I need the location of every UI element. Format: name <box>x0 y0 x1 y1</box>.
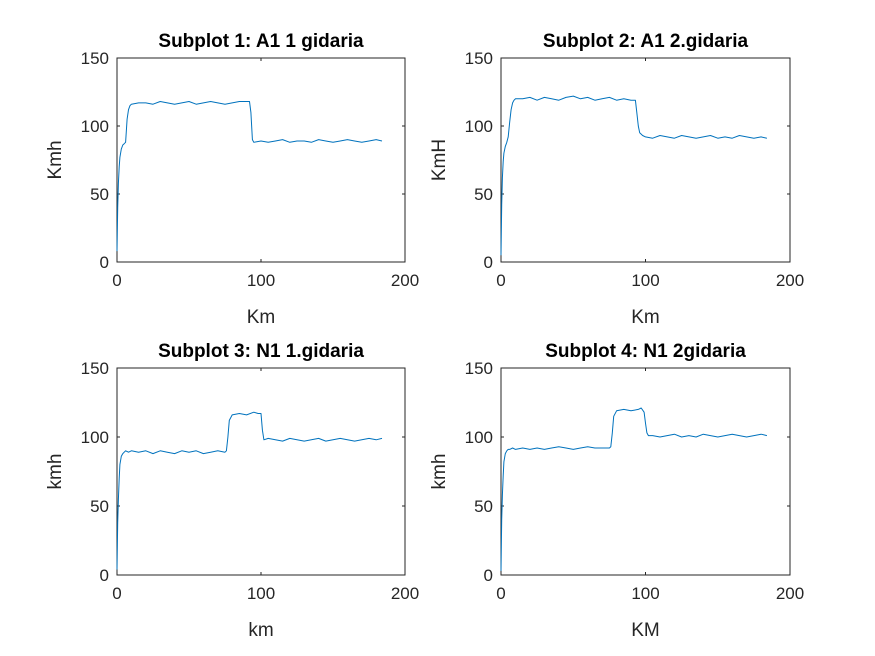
plot-area-1 <box>116 57 406 263</box>
x-tick-label: 100 <box>631 271 659 290</box>
x-tick-label: 100 <box>247 271 275 290</box>
y-tick-label: 100 <box>465 117 493 136</box>
x-tick-label: 0 <box>112 584 121 603</box>
x-tick-label: 100 <box>631 584 659 603</box>
y-tick-label: 0 <box>484 566 493 585</box>
y-tick-label: 0 <box>100 566 109 585</box>
subplot-title: Subplot 2: A1 2.gidaria <box>543 31 749 52</box>
y-tick-label: 50 <box>90 185 109 204</box>
y-tick-label: 50 <box>90 497 109 516</box>
series-line <box>500 95 768 256</box>
subplot-title: Subplot 3: N1 1.gidaria <box>158 341 364 362</box>
y-tick-label: 150 <box>81 49 109 68</box>
y-tick-label: 100 <box>81 117 109 136</box>
x-tick-label: 200 <box>391 584 419 603</box>
subplot-4: 0 100 200 0 50 100 150 Subplot 4: N1 2gidaria KM… <box>429 341 804 641</box>
x-axis-label: Km <box>247 307 276 328</box>
x-tick-label: 200 <box>776 584 804 603</box>
y-tick-label: 150 <box>465 359 493 378</box>
y-axis-label: Kmh <box>45 140 66 179</box>
plot-area-4 <box>500 367 791 576</box>
y-tick-label: 150 <box>465 49 493 68</box>
x-tick-label: 100 <box>247 584 275 603</box>
subplot-2: 0 100 200 0 50 100 150 Subplot 2: A1 2.gidaria K… <box>429 31 804 328</box>
y-tick-label: 0 <box>100 253 109 272</box>
y-tick-label: 100 <box>465 428 493 447</box>
y-tick-label: 100 <box>81 428 109 447</box>
series-line <box>116 101 383 252</box>
y-axis-label: KmH <box>429 139 450 181</box>
x-axis-label: Km <box>631 307 660 328</box>
subplot-title: Subplot 4: N1 2gidaria <box>545 341 746 362</box>
x-tick-label: 0 <box>496 584 505 603</box>
y-tick-label: 0 <box>484 253 493 272</box>
x-tick-label: 200 <box>776 271 804 290</box>
series-line <box>500 407 768 571</box>
y-axis-label: kmh <box>429 454 450 490</box>
subplot-3: 0 100 200 0 50 100 150 Subplot 3: N1 1.gidaria k… <box>45 341 419 641</box>
y-tick-label: 150 <box>81 359 109 378</box>
series-line <box>116 411 383 570</box>
x-tick-label: 0 <box>496 271 505 290</box>
y-tick-label: 50 <box>474 497 493 516</box>
subplot-title: Subplot 1: A1 1 gidaria <box>158 31 364 52</box>
x-tick-label: 0 <box>112 271 121 290</box>
subplot-1: 0 100 200 0 50 100 150 Subplot 1: A1 1 gidaria K… <box>45 31 419 328</box>
x-axis-label: KM <box>631 620 660 641</box>
plot-area-2 <box>500 57 791 263</box>
y-tick-label: 50 <box>474 185 493 204</box>
plot-area-3 <box>116 367 406 576</box>
x-axis-label: km <box>248 620 273 641</box>
x-tick-label: 200 <box>391 271 419 290</box>
y-axis-label: kmh <box>45 454 66 490</box>
